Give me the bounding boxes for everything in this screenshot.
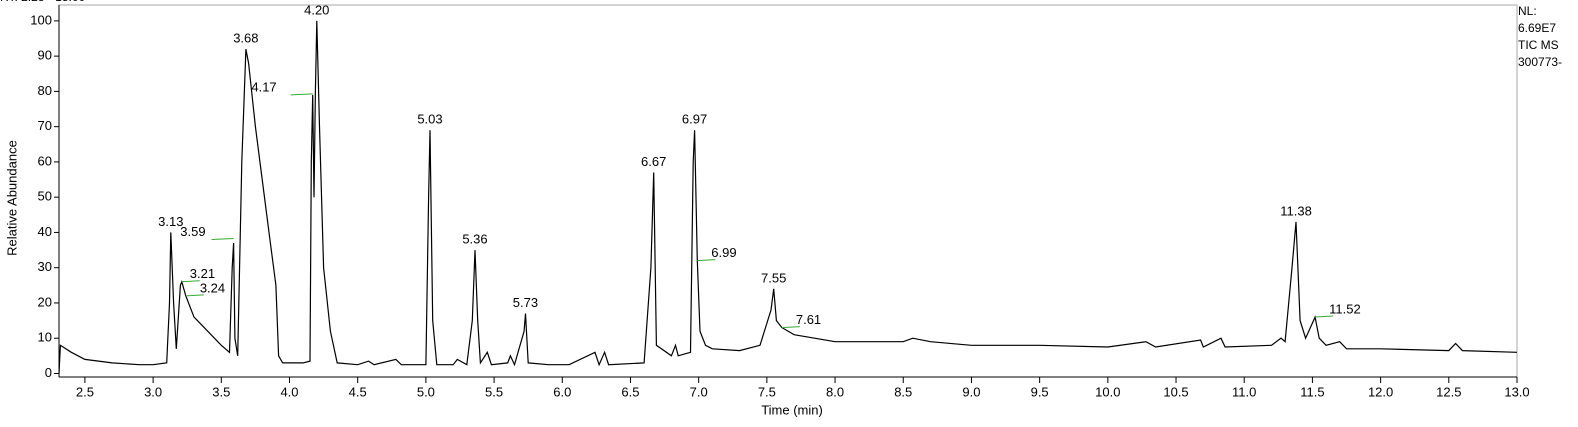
peak-label: 3.21 xyxy=(190,266,215,281)
side-label: 6.69E7 xyxy=(1518,21,1556,35)
x-tick-label: 13.0 xyxy=(1504,384,1529,399)
x-tick-label: 6.0 xyxy=(553,384,571,399)
x-tick-label: 10.5 xyxy=(1163,384,1188,399)
side-label: 300773- xyxy=(1518,55,1562,69)
peak-label: 11.52 xyxy=(1329,301,1361,316)
y-tick-label: 90 xyxy=(38,48,52,63)
x-axis-label: Time (min) xyxy=(761,402,823,417)
peak-label: 6.97 xyxy=(682,112,707,127)
x-tick-label: 11.0 xyxy=(1232,384,1256,399)
peak-label: 11.38 xyxy=(1280,203,1312,218)
x-tick-label: 5.5 xyxy=(485,384,503,399)
label-leader xyxy=(181,280,200,283)
peak-label: 5.36 xyxy=(462,231,487,246)
peak-label: 5.73 xyxy=(513,295,538,310)
range-label: RT: 2.28 - 13.00 xyxy=(0,0,85,4)
label-leader xyxy=(211,237,234,240)
y-tick-label: 0 xyxy=(45,365,52,380)
x-tick-label: 9.0 xyxy=(962,384,980,399)
peak-label: 3.68 xyxy=(233,31,258,46)
y-tick-label: 20 xyxy=(38,294,52,309)
x-tick-label: 8.5 xyxy=(894,384,912,399)
y-tick-label: 10 xyxy=(38,330,52,345)
x-tick-label: 8.0 xyxy=(826,384,844,399)
trace xyxy=(58,20,1518,374)
peak-label: 7.55 xyxy=(761,270,786,285)
side-label: TIC MS xyxy=(1518,38,1559,52)
peak-label: 5.03 xyxy=(417,112,442,127)
peak-label: 7.61 xyxy=(796,312,821,327)
label-leader xyxy=(290,93,313,96)
y-axis-label: Relative Abundance xyxy=(4,140,19,256)
x-tick-label: 4.5 xyxy=(349,384,367,399)
peak-label: 6.67 xyxy=(641,154,666,169)
y-tick-label: 80 xyxy=(38,83,52,98)
x-tick-label: 9.5 xyxy=(1031,384,1049,399)
x-tick-label: 6.5 xyxy=(621,384,639,399)
y-tick-label: 70 xyxy=(38,118,52,133)
label-leader xyxy=(697,259,716,262)
y-tick-label: 100 xyxy=(30,12,52,27)
x-tick-label: 11.5 xyxy=(1300,384,1324,399)
x-tick-label: 12.0 xyxy=(1368,384,1393,399)
y-tick-label: 50 xyxy=(38,189,52,204)
peak-label: 4.20 xyxy=(304,2,329,17)
peak-label: 6.99 xyxy=(711,245,736,260)
x-tick-label: 7.0 xyxy=(690,384,708,399)
peak-label: 3.13 xyxy=(158,214,183,229)
x-tick-label: 3.0 xyxy=(144,384,162,399)
y-tick-label: 30 xyxy=(38,259,52,274)
side-label: NL: xyxy=(1518,4,1537,18)
peak-label: 3.59 xyxy=(180,224,205,239)
x-tick-label: 7.5 xyxy=(758,384,776,399)
peak-label: 3.24 xyxy=(200,280,225,295)
y-tick-label: 60 xyxy=(38,153,52,168)
x-tick-label: 12.5 xyxy=(1436,384,1461,399)
y-tick-label: 40 xyxy=(38,224,52,239)
x-tick-label: 5.0 xyxy=(417,384,435,399)
x-tick-label: 2.5 xyxy=(76,384,94,399)
x-tick-label: 4.0 xyxy=(280,384,298,399)
x-tick-label: 3.5 xyxy=(212,384,230,399)
x-tick-label: 10.0 xyxy=(1095,384,1120,399)
label-leader xyxy=(1315,315,1334,318)
peak-label: 4.17 xyxy=(251,79,276,94)
label-leader xyxy=(185,294,204,297)
label-leader xyxy=(781,326,800,329)
